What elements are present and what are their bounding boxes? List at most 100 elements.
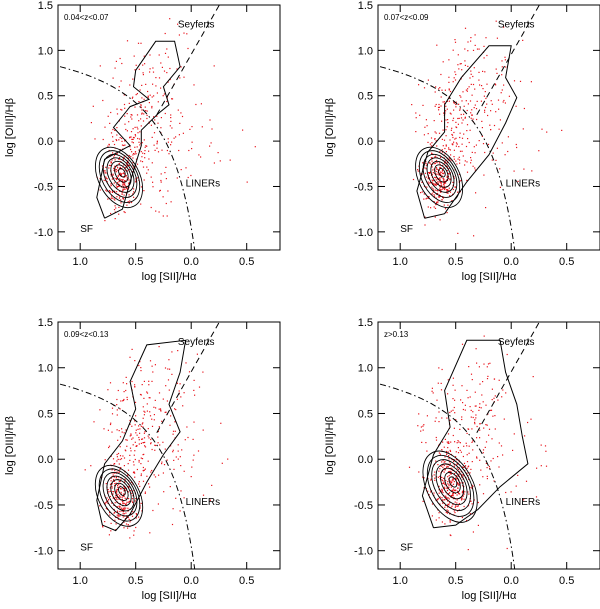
data-point — [188, 371, 191, 373]
data-point — [445, 479, 447, 482]
data-point — [119, 137, 121, 139]
data-point — [449, 195, 451, 197]
data-point — [489, 467, 491, 469]
data-point — [450, 129, 452, 131]
data-point — [455, 121, 457, 123]
data-point — [122, 455, 124, 457]
data-point — [148, 483, 150, 485]
data-point — [133, 55, 135, 57]
data-point — [440, 189, 442, 191]
data-point — [134, 384, 136, 386]
x-axis-label: log [SII]/Hα — [142, 271, 197, 283]
data-point — [152, 509, 154, 512]
data-point — [134, 153, 136, 155]
data-point — [103, 428, 105, 430]
data-point — [180, 396, 182, 398]
data-point — [116, 510, 119, 512]
data-point — [117, 182, 119, 184]
data-point — [169, 424, 171, 426]
data-point — [443, 101, 446, 103]
data-point — [122, 382, 124, 384]
data-point — [124, 185, 127, 187]
data-point — [441, 521, 443, 523]
data-point — [109, 197, 111, 199]
data-point — [121, 62, 123, 65]
data-point — [136, 434, 138, 436]
data-point — [508, 95, 510, 97]
data-point — [495, 159, 497, 161]
data-point — [110, 132, 113, 134]
data-point — [446, 161, 448, 163]
data-point — [111, 413, 114, 415]
data-point — [142, 120, 145, 122]
data-point — [448, 464, 450, 466]
data-point — [151, 425, 154, 427]
data-point — [439, 181, 441, 183]
data-point — [420, 430, 422, 432]
data-point — [140, 125, 142, 127]
data-point — [140, 160, 142, 162]
data-point — [126, 396, 128, 398]
data-point — [467, 491, 469, 493]
data-point — [467, 65, 469, 67]
data-point — [447, 393, 449, 395]
data-point — [447, 379, 449, 381]
data-point — [490, 409, 492, 411]
data-point — [440, 73, 442, 76]
data-point — [450, 178, 452, 180]
data-point — [115, 492, 117, 494]
density-contour — [118, 486, 126, 496]
data-point — [117, 511, 119, 513]
data-point — [126, 170, 129, 172]
data-point — [432, 172, 434, 174]
data-point — [435, 183, 437, 185]
data-point — [447, 503, 449, 505]
axes-frame — [57, 321, 281, 570]
data-point — [441, 417, 443, 419]
data-point — [93, 421, 95, 423]
data-point — [470, 468, 472, 470]
data-point — [446, 417, 448, 419]
data-point — [441, 175, 443, 177]
data-point — [124, 481, 126, 483]
data-point — [464, 409, 466, 411]
data-point — [178, 149, 180, 152]
data-point — [453, 141, 455, 143]
data-point — [163, 93, 165, 95]
data-point — [132, 437, 134, 439]
data-point — [183, 76, 185, 78]
data-point — [441, 138, 443, 140]
data-point — [99, 505, 101, 507]
region-label: LINERs — [506, 178, 540, 189]
data-point — [123, 521, 125, 523]
data-point — [117, 167, 119, 169]
data-point — [428, 183, 430, 185]
data-point — [140, 142, 142, 144]
data-point — [136, 468, 138, 471]
data-point — [472, 83, 475, 86]
data-point — [159, 189, 161, 191]
data-point — [474, 419, 476, 421]
data-point — [462, 155, 464, 157]
data-point — [109, 514, 111, 516]
data-point — [108, 534, 110, 536]
data-point — [118, 498, 120, 500]
data-point — [113, 182, 115, 184]
data-point — [134, 500, 136, 502]
data-point — [434, 176, 436, 178]
data-point — [472, 485, 474, 487]
data-point — [440, 174, 442, 176]
data-point — [133, 137, 135, 139]
data-point — [133, 471, 135, 473]
data-point — [481, 127, 483, 129]
data-point — [149, 71, 151, 73]
data-point — [426, 197, 428, 199]
data-point — [408, 466, 411, 468]
data-point — [111, 431, 113, 433]
sf-agn-demarcation-curve — [378, 383, 516, 569]
data-point — [461, 69, 463, 71]
data-point — [478, 366, 480, 368]
data-point — [157, 442, 159, 444]
data-point — [498, 442, 500, 444]
data-point — [134, 126, 136, 128]
